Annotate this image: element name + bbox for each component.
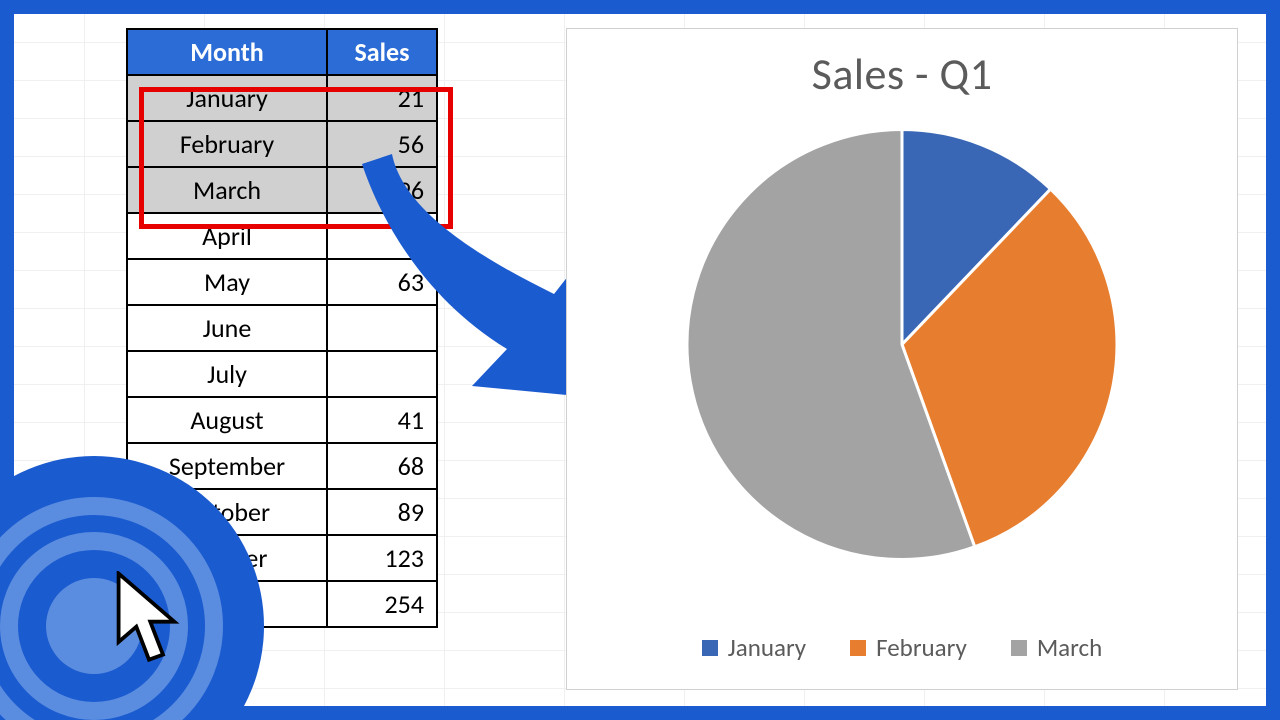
cell-month[interactable]: August bbox=[127, 397, 327, 443]
legend-item: January bbox=[702, 632, 806, 663]
table-header-row: Month Sales bbox=[127, 29, 437, 75]
cell-sales[interactable]: 63 bbox=[327, 259, 437, 305]
cell-sales[interactable]: 68 bbox=[327, 443, 437, 489]
thumbnail-frame: Month Sales January21February56March96Ap… bbox=[0, 0, 1280, 720]
cell-sales[interactable]: 21 bbox=[327, 75, 437, 121]
chart-title: Sales - Q1 bbox=[567, 29, 1237, 101]
cell-month[interactable]: March bbox=[127, 167, 327, 213]
cell-month[interactable]: May bbox=[127, 259, 327, 305]
chart-legend: January February March bbox=[567, 632, 1237, 663]
table-row[interactable]: June bbox=[127, 305, 437, 351]
table-row[interactable]: February56 bbox=[127, 121, 437, 167]
cell-sales[interactable]: 96 bbox=[327, 167, 437, 213]
table-row[interactable]: April98 bbox=[127, 213, 437, 259]
cell-month[interactable]: June bbox=[127, 305, 327, 351]
table-row[interactable]: July bbox=[127, 351, 437, 397]
legend-label: January bbox=[728, 632, 806, 663]
cell-month[interactable]: July bbox=[127, 351, 327, 397]
cell-sales[interactable]: 56 bbox=[327, 121, 437, 167]
legend-swatch bbox=[1011, 640, 1027, 656]
pie-chart bbox=[682, 125, 1122, 570]
chart-panel: Sales - Q1 January February March bbox=[566, 28, 1238, 690]
legend-swatch bbox=[702, 640, 718, 656]
cell-month[interactable]: February bbox=[127, 121, 327, 167]
cell-sales[interactable] bbox=[327, 351, 437, 397]
legend-swatch bbox=[850, 640, 866, 656]
table-row[interactable]: March96 bbox=[127, 167, 437, 213]
cell-month[interactable]: April bbox=[127, 213, 327, 259]
col-header-month: Month bbox=[127, 29, 327, 75]
cell-sales[interactable]: 123 bbox=[327, 535, 437, 581]
cell-sales[interactable]: 98 bbox=[327, 213, 437, 259]
legend-item: March bbox=[1011, 632, 1102, 663]
table-row[interactable]: May63 bbox=[127, 259, 437, 305]
cell-sales[interactable] bbox=[327, 305, 437, 351]
cell-sales[interactable]: 89 bbox=[327, 489, 437, 535]
table-row[interactable]: January21 bbox=[127, 75, 437, 121]
table-row[interactable]: August41 bbox=[127, 397, 437, 443]
cell-sales[interactable]: 254 bbox=[327, 581, 437, 627]
col-header-sales: Sales bbox=[327, 29, 437, 75]
cursor-icon bbox=[109, 571, 189, 666]
legend-item: February bbox=[850, 632, 967, 663]
cell-sales[interactable]: 41 bbox=[327, 397, 437, 443]
cell-month[interactable]: January bbox=[127, 75, 327, 121]
legend-label: February bbox=[876, 632, 967, 663]
legend-label: March bbox=[1037, 632, 1102, 663]
